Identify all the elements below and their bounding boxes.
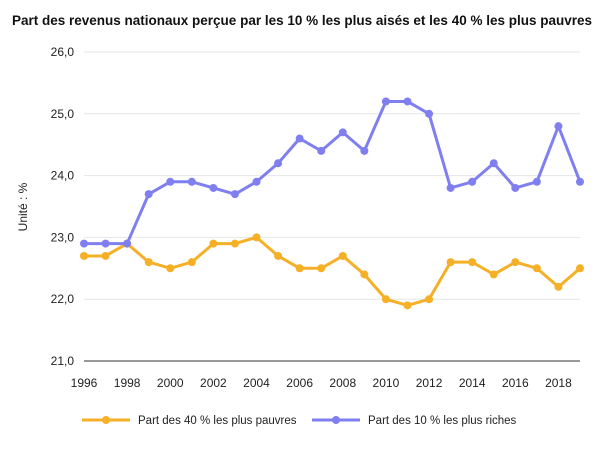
data-point	[209, 239, 218, 248]
data-point	[80, 239, 88, 248]
legend: Part des 40 % les plus pauvres Part des 1…	[82, 415, 517, 427]
data-point	[360, 270, 369, 279]
x-tick-label: 1998	[114, 376, 141, 390]
x-tick-label: 1996	[71, 376, 98, 390]
data-point	[144, 258, 153, 267]
legend-item-1: Part des 10 % les plus riches	[312, 415, 517, 427]
x-tick-label: 2002	[200, 376, 227, 390]
data-point	[166, 264, 175, 273]
y-axis-label: Unité : %	[16, 182, 30, 231]
data-point	[187, 177, 196, 186]
axes: 26,0 25,0 24,0 23,0 22,0 21,0 1996 1998 2000 2002…	[51, 45, 580, 390]
legend-label: Part des 40 % les plus pauvres	[138, 415, 297, 427]
data-point	[511, 258, 520, 267]
data-point	[166, 177, 175, 186]
data-point	[403, 97, 412, 106]
legend-swatch-marker	[102, 416, 110, 424]
data-point	[338, 128, 347, 137]
data-point	[338, 251, 347, 260]
data-point	[101, 251, 110, 260]
series-0	[80, 233, 584, 310]
data-point	[252, 233, 261, 242]
y-tick-label: 26,0	[51, 45, 75, 59]
data-point	[381, 97, 390, 106]
y-tick-label: 21,0	[51, 354, 75, 368]
data-point	[230, 190, 239, 199]
data-point	[144, 190, 153, 199]
data-point	[554, 282, 563, 291]
data-point	[123, 239, 132, 248]
series-1	[80, 97, 584, 248]
x-tick-label: 2012	[416, 376, 443, 390]
x-tick-label: 2010	[373, 376, 400, 390]
legend-swatch-marker	[332, 416, 340, 424]
data-point	[511, 183, 520, 192]
data-point	[532, 264, 541, 273]
series-line	[84, 99, 582, 246]
data-point	[532, 177, 541, 186]
y-tick-label: 23,0	[51, 230, 75, 244]
data-point	[576, 177, 584, 186]
x-tick-label: 2014	[459, 376, 486, 390]
data-point	[187, 258, 196, 267]
data-point	[80, 251, 88, 260]
data-point	[489, 270, 498, 279]
chart-title: Part des revenus nationaux perçue par le…	[12, 13, 592, 28]
x-tick-label: 2018	[545, 376, 572, 390]
data-point	[230, 239, 239, 248]
data-point	[489, 159, 498, 168]
data-point	[295, 134, 304, 143]
data-point	[360, 146, 369, 155]
data-point	[468, 258, 477, 267]
data-point	[403, 301, 412, 310]
y-tick-label: 22,0	[51, 292, 75, 306]
data-point	[576, 264, 584, 273]
y-tick-label: 25,0	[51, 107, 75, 121]
data-point	[274, 251, 283, 260]
data-point	[425, 109, 434, 118]
data-point	[446, 258, 455, 267]
y-tick-label: 24,0	[51, 169, 75, 183]
data-point	[101, 239, 110, 248]
data-point	[317, 264, 326, 273]
series-layer	[80, 97, 584, 310]
x-tick-label: 2006	[286, 376, 313, 390]
data-point	[274, 159, 283, 168]
data-point	[252, 177, 261, 186]
x-tick-label: 2008	[329, 376, 356, 390]
data-point	[425, 295, 434, 304]
data-point	[468, 177, 477, 186]
data-point	[209, 183, 218, 192]
grid	[84, 51, 580, 300]
data-point	[295, 264, 304, 273]
x-tick-label: 2016	[502, 376, 529, 390]
data-point	[381, 295, 390, 304]
x-tick-label: 2004	[243, 376, 270, 390]
series-line	[84, 235, 581, 307]
legend-item-0: Part des 40 % les plus pauvres	[82, 415, 297, 427]
x-tick-label: 2000	[157, 376, 184, 390]
data-point	[446, 183, 455, 192]
data-point	[317, 146, 326, 155]
data-point	[554, 122, 563, 131]
legend-label: Part des 10 % les plus riches	[368, 415, 517, 427]
